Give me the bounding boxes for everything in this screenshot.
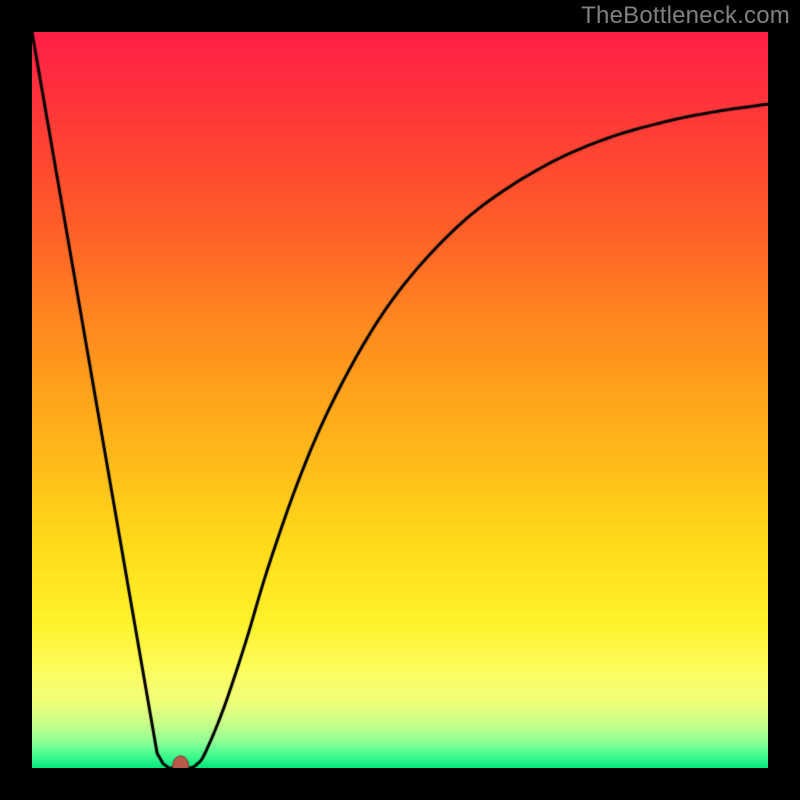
watermark-label: TheBottleneck.com (581, 2, 790, 30)
plot-canvas (32, 32, 768, 768)
chart-stage: TheBottleneck.com (0, 0, 800, 800)
plot-frame (32, 32, 768, 768)
